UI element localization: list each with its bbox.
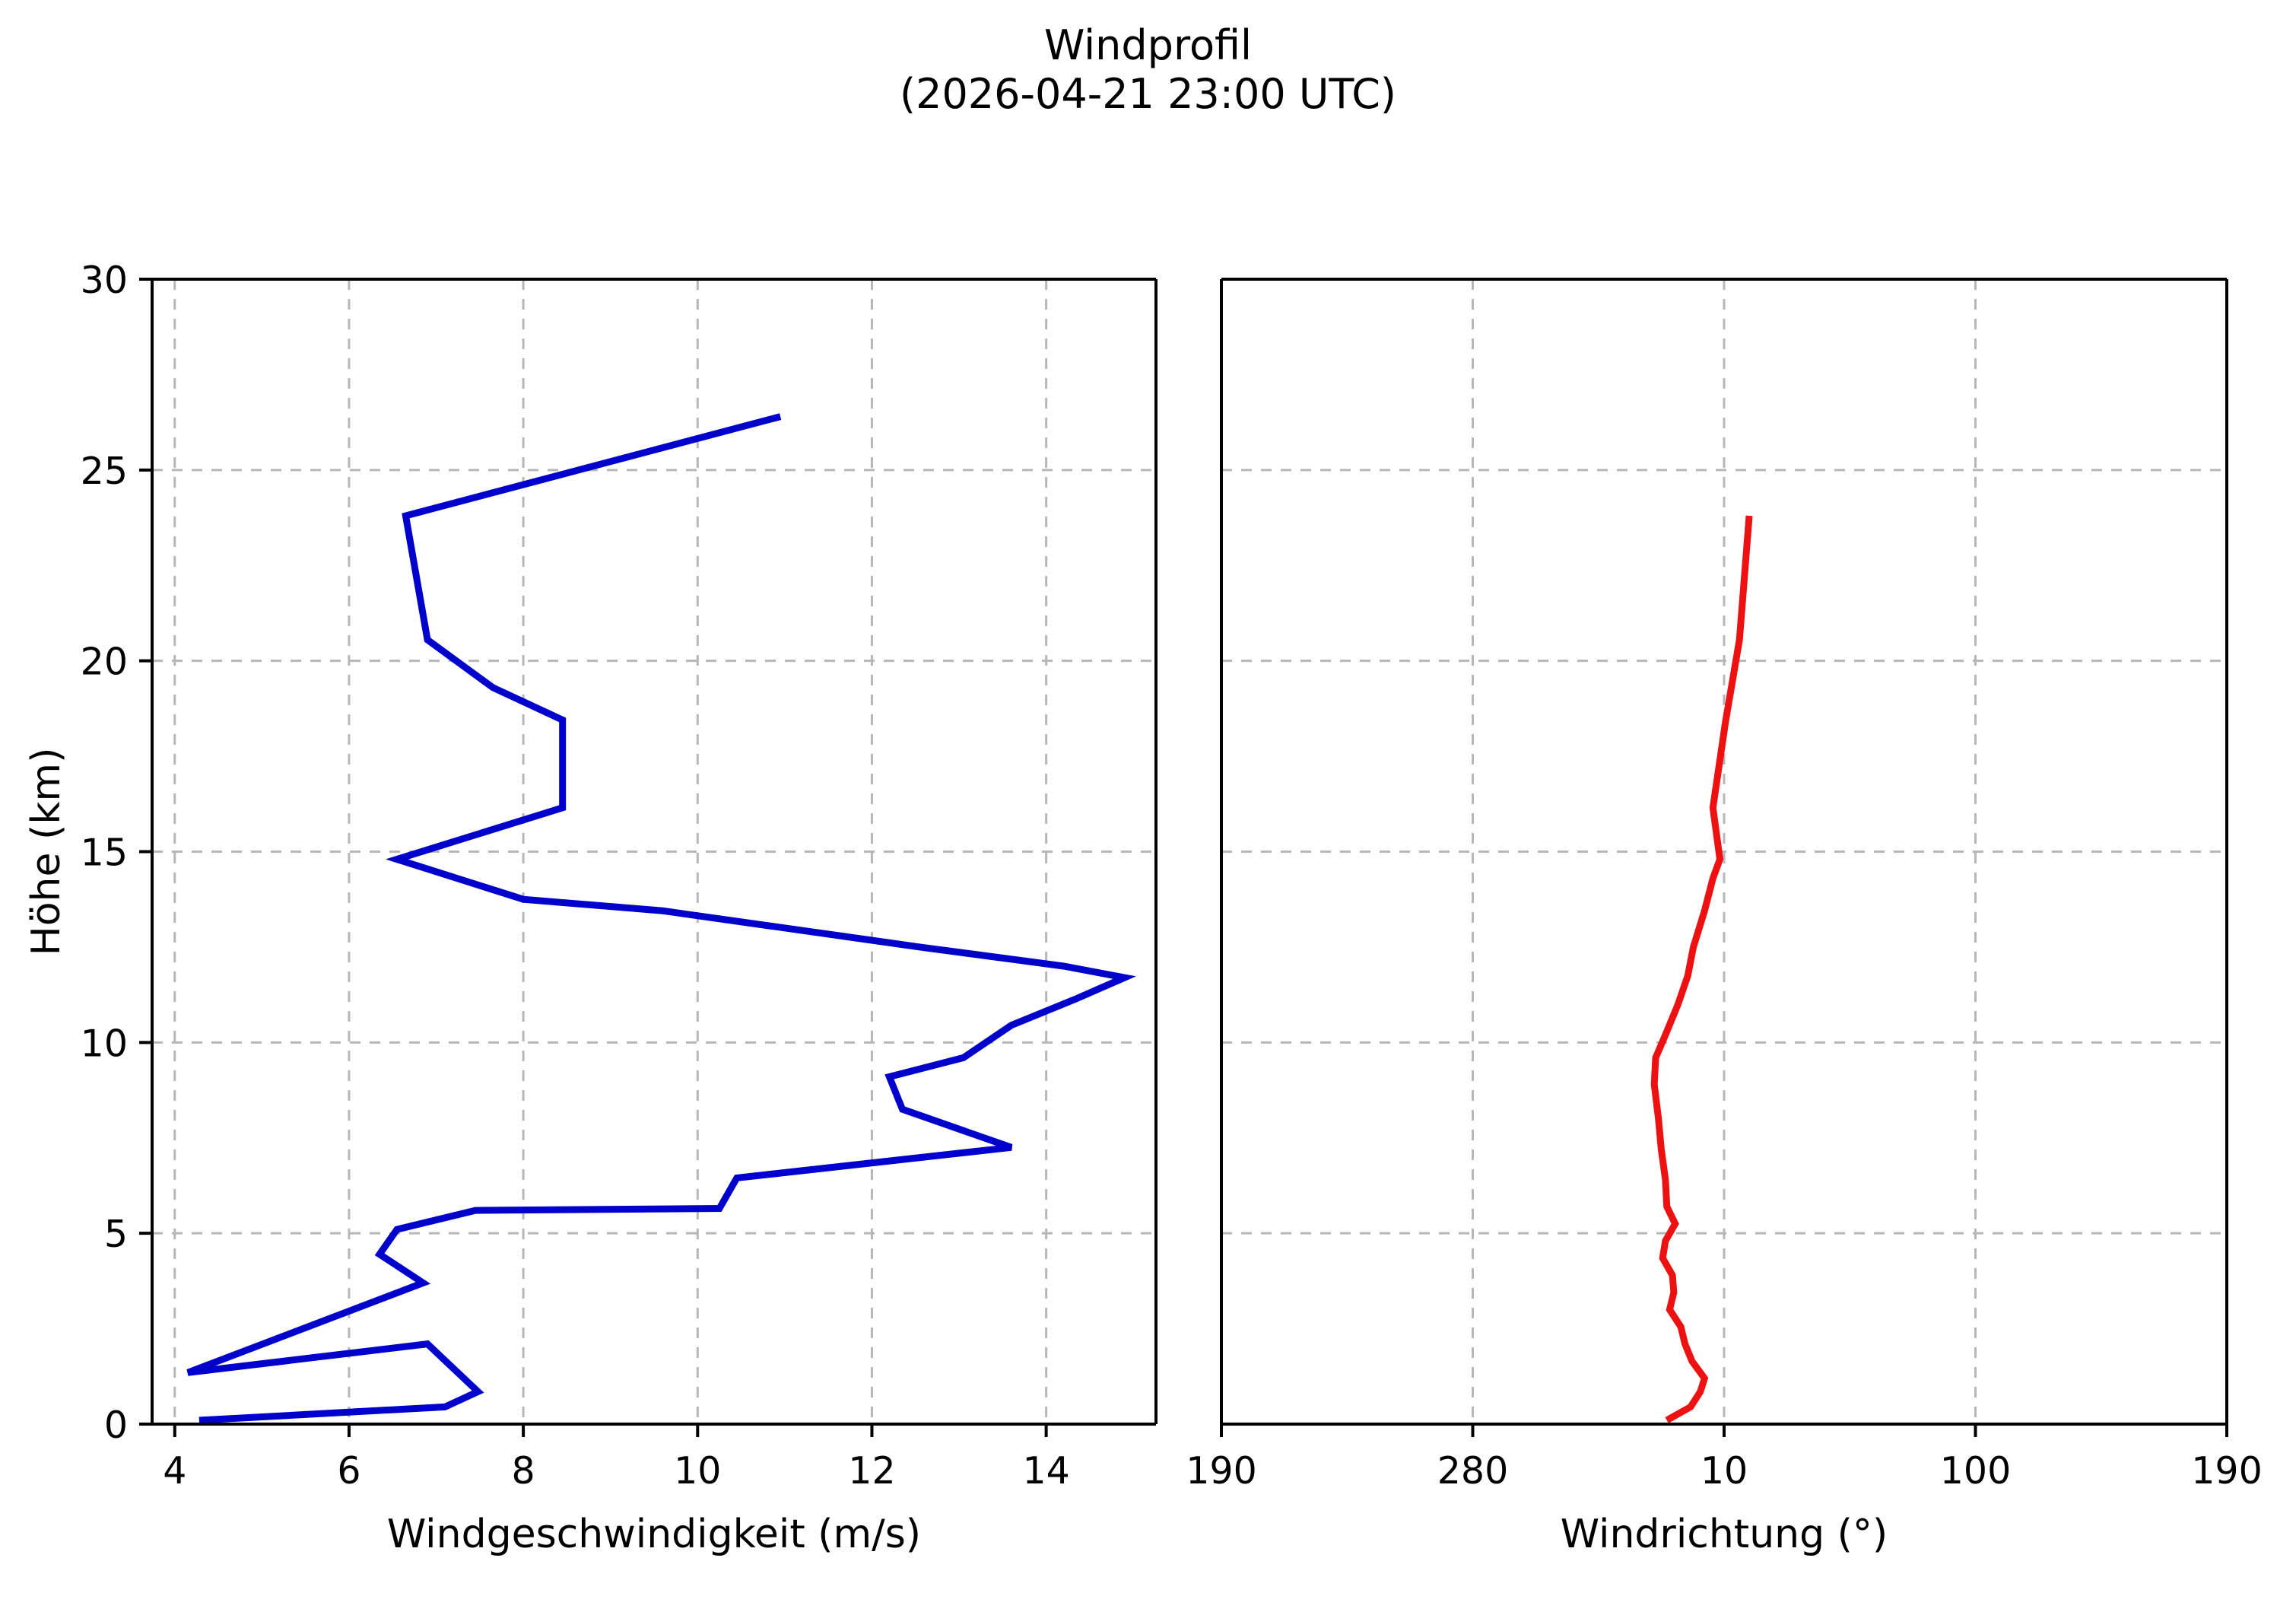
x-tick-label: 8 [512,1449,535,1493]
x-tick-label: 100 [1940,1449,2012,1493]
y-tick-label: 0 [104,1404,128,1447]
y-tick-label: 5 [104,1213,128,1256]
page-title: Windprofil [1043,21,1253,69]
figure-subtitle: (2026-04-21 23:00 UTC) [900,69,1396,118]
x-tick-label: 10 [1701,1449,1748,1493]
y-tick-label: 30 [81,259,128,302]
wind-direction-series-line [1650,515,1753,1423]
x-tick-label: 10 [674,1449,721,1493]
x-tick-label: 190 [2191,1449,2263,1493]
y-tick-label: 15 [81,831,128,875]
x-tick-label: 6 [337,1449,360,1493]
wind-speed-panel: 4 6 8 10 12 14 0 5 10 15 20 25 30 Windgeschwindigkeit… [24,259,1158,1557]
x-tick-label: 280 [1437,1449,1509,1493]
y-tick-label: 25 [81,450,128,493]
x-axis-title-wind-speed: Windgeschwindigkeit (m/s) [387,1512,921,1557]
x-tick-label: 4 [163,1449,186,1493]
y-tick-label: 20 [81,641,128,684]
x-tick-label: 190 [1186,1449,1257,1493]
wind-speed-series-line [186,413,1136,1424]
x-tick-label: 12 [848,1449,895,1493]
x-axis-title-wind-direction: Windrichtung (°) [1561,1512,1888,1557]
y-tick-label: 10 [81,1022,128,1065]
y-axis-title-height: Höhe (km) [24,748,69,956]
figure-title-block: Windprofil (2026-04-21 23:00 UTC) [0,21,2296,118]
x-tick-label: 14 [1022,1449,1069,1493]
wind-direction-panel: 190 280 10 100 190 Windrichtung (°) [1186,278,2263,1557]
